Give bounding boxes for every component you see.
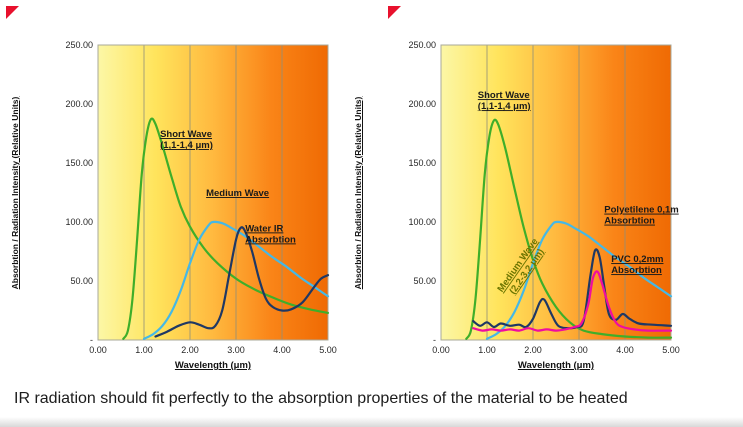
- y-tick-label: 50.00: [413, 276, 436, 286]
- chart-right: 250.00 200.00 150.00 100.00 50.00 -0.00 1.00 2.…: [408, 40, 680, 355]
- x-tick-label: 5.00: [319, 345, 337, 355]
- series-short-wave-1-1-1-4-m: [465, 118, 673, 340]
- y-tick-label: 200.00: [65, 99, 93, 109]
- x-tick-label: 0.00: [89, 345, 107, 355]
- red-triangle-icon: [6, 6, 19, 19]
- y-tick-label: 250.00: [408, 40, 436, 50]
- y-tick-label: -: [90, 335, 93, 345]
- chart-annotation: Polyetilene 0,1m Absorbtion: [604, 205, 678, 227]
- x-tick-label: 3.00: [227, 345, 245, 355]
- y-tick-label: 200.00: [408, 99, 436, 109]
- chart-annotation: PVC 0,2mm Absorbtion: [611, 254, 663, 276]
- caption: IR radiation should fit perfectly to the…: [14, 390, 628, 407]
- x-axis-title: Wavelength (μm): [517, 360, 595, 371]
- series-pvc-0-2mm-absorbtion: [472, 270, 673, 332]
- red-triangle-icon: [388, 6, 401, 19]
- y-tick-label: 100.00: [65, 217, 93, 227]
- chart-annotation: Water IR Absorbtion: [245, 223, 296, 245]
- chart-annotation: Medium Wave: [206, 188, 269, 199]
- x-tick-label: 4.00: [616, 345, 634, 355]
- y-tick-label: 100.00: [408, 217, 436, 227]
- x-axis-title: Wavelength (μm): [174, 360, 252, 371]
- x-tick-label: 3.00: [570, 345, 588, 355]
- x-tick-label: 4.00: [273, 345, 291, 355]
- chart-left: 250.00 200.00 150.00 100.00 50.00 -0.00 1.00 2.…: [65, 40, 337, 355]
- y-tick-label: 50.00: [70, 276, 93, 286]
- chart-panel-right: Absorbtion / Radiation Intensity (Relati…: [345, 8, 685, 380]
- chart-annotation: Short Wave (1,1-1,4 μm): [160, 129, 213, 151]
- plot-area: [441, 45, 671, 340]
- x-tick-label: 2.00: [524, 345, 542, 355]
- series-medium-wave: [142, 220, 330, 340]
- y-tick-label: 150.00: [65, 158, 93, 168]
- series-short-wave-1-1-1-4-m: [122, 117, 330, 340]
- plot-area: [98, 45, 328, 340]
- x-tick-label: 0.00: [432, 345, 450, 355]
- x-tick-label: 2.00: [181, 345, 199, 355]
- chart-panel-left: Absorbtion / Radiation Intensity (Relati…: [2, 8, 342, 380]
- plot-border: [440, 44, 672, 341]
- y-tick-label: -: [433, 335, 436, 345]
- y-tick-label: 150.00: [408, 158, 436, 168]
- y-tick-label: 250.00: [65, 40, 93, 50]
- series-water-ir-absorbtion: [154, 226, 330, 338]
- x-tick-label: 5.00: [662, 345, 680, 355]
- plot-border: [97, 44, 329, 341]
- x-tick-label: 1.00: [135, 345, 153, 355]
- bottom-shadow: [0, 417, 743, 427]
- x-tick-label: 1.00: [478, 345, 496, 355]
- chart-annotation: Short Wave (1,1-1,4 μm): [478, 90, 531, 112]
- series-medium-wave-2-2-3-2-m: [485, 220, 673, 340]
